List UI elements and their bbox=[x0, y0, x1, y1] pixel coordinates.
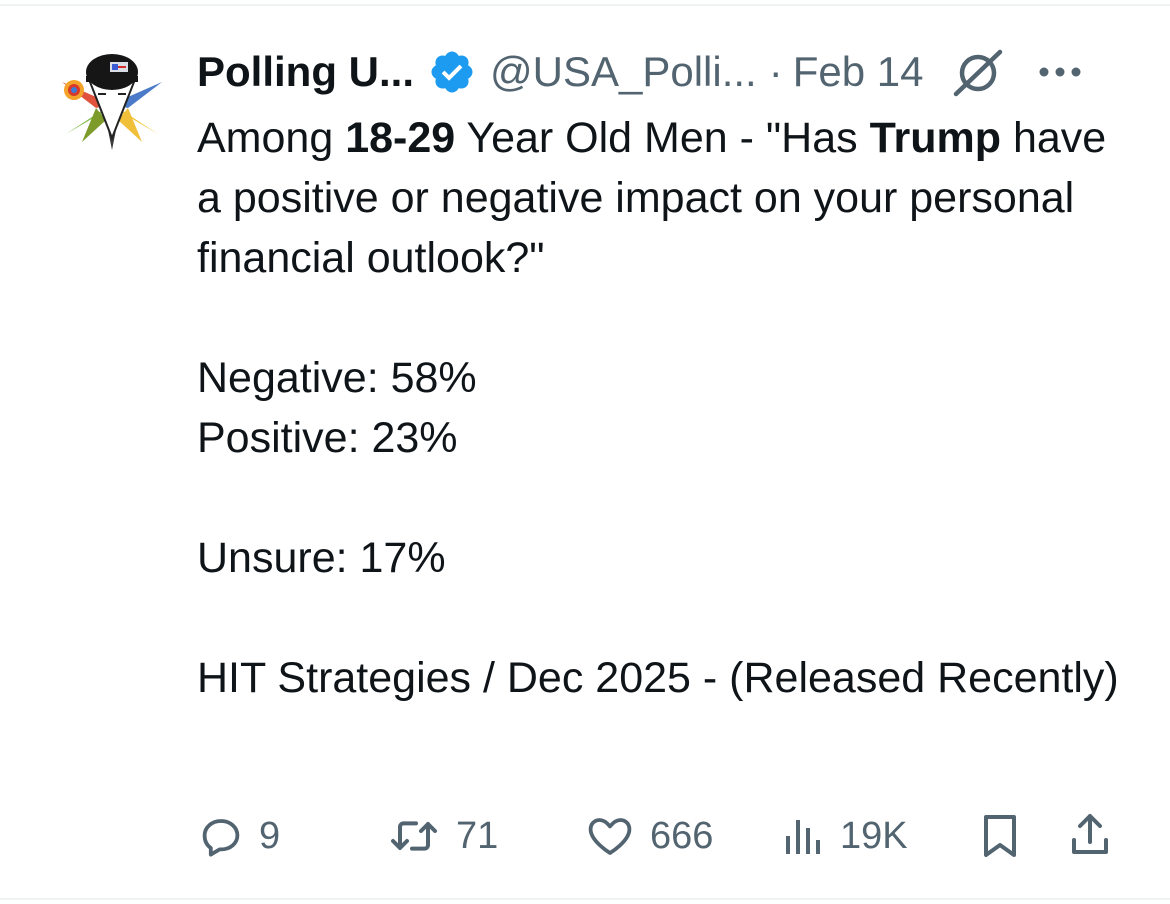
grok-icon[interactable] bbox=[950, 44, 1006, 100]
tweet-question: Among 18-29 Year Old Men - "Has Trump ha… bbox=[197, 108, 1127, 288]
result-negative: Negative: 58% bbox=[197, 354, 477, 402]
handle[interactable]: @USA_Polli... bbox=[490, 48, 757, 95]
result-positive: Positive: 23% bbox=[197, 414, 458, 462]
result-unsure: Unsure: 17% bbox=[197, 534, 446, 582]
like-count: 666 bbox=[650, 814, 714, 857]
share-icon bbox=[1066, 810, 1114, 862]
reply-count: 9 bbox=[259, 814, 281, 857]
bottom-divider bbox=[0, 898, 1170, 900]
text-segment: have a positive or negative impact on yo… bbox=[197, 114, 1107, 282]
subject-name: Trump bbox=[869, 114, 1001, 162]
separator: · bbox=[768, 48, 783, 95]
share-button[interactable] bbox=[1066, 800, 1114, 872]
bookmark-icon bbox=[976, 810, 1024, 862]
reply-button[interactable]: 9 bbox=[197, 800, 280, 872]
views-button[interactable]: 19K bbox=[782, 800, 908, 872]
more-icon[interactable] bbox=[1036, 62, 1084, 82]
text-segment: Year Old Men - "Has bbox=[455, 114, 870, 162]
repost-button[interactable]: 71 bbox=[386, 800, 498, 872]
text-segment: Among bbox=[197, 114, 346, 162]
verified-badge-icon[interactable] bbox=[428, 48, 476, 96]
views-icon bbox=[782, 812, 826, 860]
tweet-date[interactable]: Feb 14 bbox=[792, 48, 924, 95]
source-line: HIT Strategies / Dec 2025 - (Released Re… bbox=[197, 654, 1119, 702]
action-bar: 9 71 666 19K bbox=[0, 800, 1170, 872]
like-button[interactable]: 666 bbox=[584, 800, 713, 872]
avatar[interactable] bbox=[52, 42, 172, 162]
views-count: 19K bbox=[840, 814, 908, 857]
tweet-header: Polling U... @USA_Polli... · Feb 14 bbox=[197, 40, 1120, 104]
reply-icon bbox=[197, 812, 245, 860]
age-range: 18-29 bbox=[345, 114, 456, 162]
heart-icon bbox=[584, 812, 636, 860]
display-name[interactable]: Polling U... bbox=[197, 48, 414, 95]
repost-icon bbox=[386, 812, 442, 860]
repost-count: 71 bbox=[456, 814, 499, 857]
top-divider bbox=[0, 4, 1170, 6]
bookmark-button[interactable] bbox=[976, 800, 1024, 872]
tweet-text: Among 18-29 Year Old Men - "Has Trump ha… bbox=[197, 108, 1127, 708]
